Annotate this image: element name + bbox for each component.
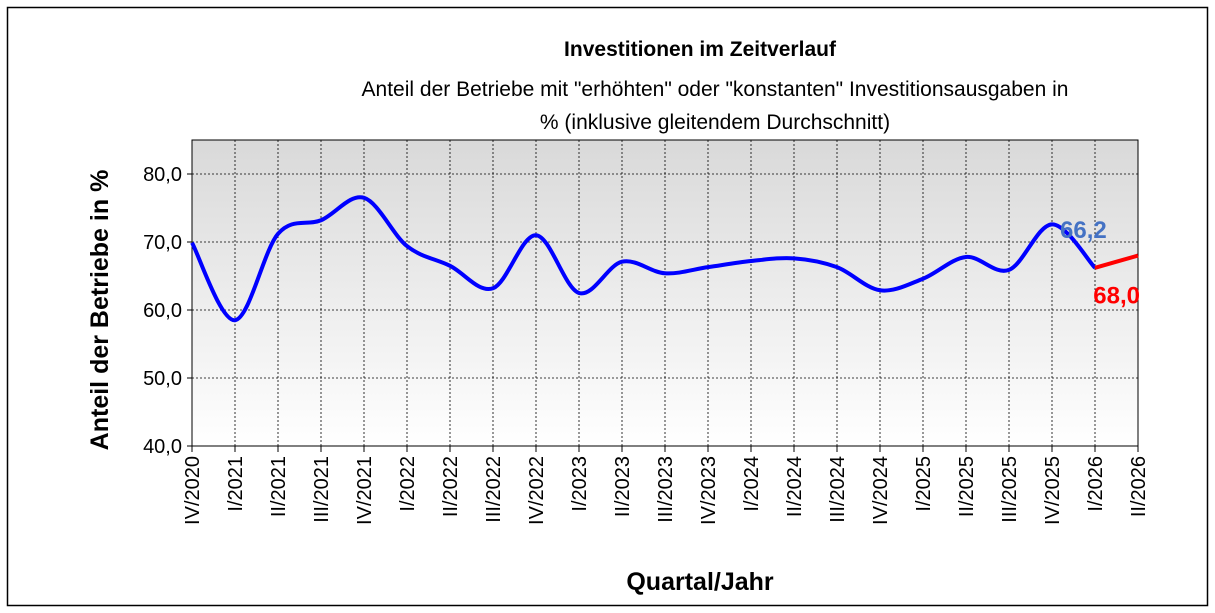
y-tick-label: 80,0 <box>143 164 182 186</box>
x-tick-label: IV/2020 <box>182 456 204 525</box>
y-tick-label: 60,0 <box>143 300 182 322</box>
line-series <box>190 195 1097 323</box>
y-tick-label: 50,0 <box>143 368 182 390</box>
x-tick-label: II/2024 <box>784 456 806 517</box>
x-axis-title: Quartal/Jahr <box>626 568 774 596</box>
x-tick-label: I/2025 <box>913 456 935 512</box>
x-tick-label: III/2022 <box>483 456 505 523</box>
y-axis-title: Anteil der Betriebe in % <box>86 170 114 451</box>
x-tick-label: III/2021 <box>311 456 333 523</box>
x-tick-label: IV/2023 <box>698 456 720 525</box>
chart-subtitle: % (inklusive gleitendem Durchschnitt) <box>540 111 890 134</box>
plot-border <box>191 139 1139 447</box>
x-tick-label: I/2024 <box>741 456 763 512</box>
x-tick-label: IV/2024 <box>870 456 892 525</box>
line-series <box>1094 253 1139 270</box>
x-tick-label: III/2023 <box>655 456 677 523</box>
x-tick-label: I/2023 <box>569 456 591 512</box>
x-tick-label: IV/2021 <box>354 456 376 525</box>
x-tick-label: II/2023 <box>612 456 634 517</box>
x-tick-label: III/2024 <box>827 456 849 523</box>
data-label: 66,2 <box>1060 217 1107 244</box>
x-tick-label: III/2025 <box>999 456 1021 523</box>
x-tick-label: II/2021 <box>268 456 290 517</box>
x-tick-label: IV/2022 <box>526 456 548 525</box>
x-tick-label: II/2026 <box>1128 456 1150 517</box>
x-tick-label: IV/2025 <box>1042 456 1064 525</box>
y-tick-label: 40,0 <box>143 436 182 458</box>
x-tick-label: I/2026 <box>1085 456 1107 512</box>
x-tick-label: II/2025 <box>956 456 978 517</box>
x-tick-label: I/2022 <box>397 456 419 512</box>
y-tick-label: 70,0 <box>143 232 182 254</box>
chart-subtitle: Anteil der Betriebe mit "erhöhten" oder … <box>362 78 1069 101</box>
chart-title: Investitionen im Zeitverlauf <box>564 38 837 61</box>
data-label: 68,0 <box>1093 283 1140 310</box>
x-tick-label: II/2022 <box>440 456 462 517</box>
x-tick-label: I/2021 <box>225 456 247 512</box>
